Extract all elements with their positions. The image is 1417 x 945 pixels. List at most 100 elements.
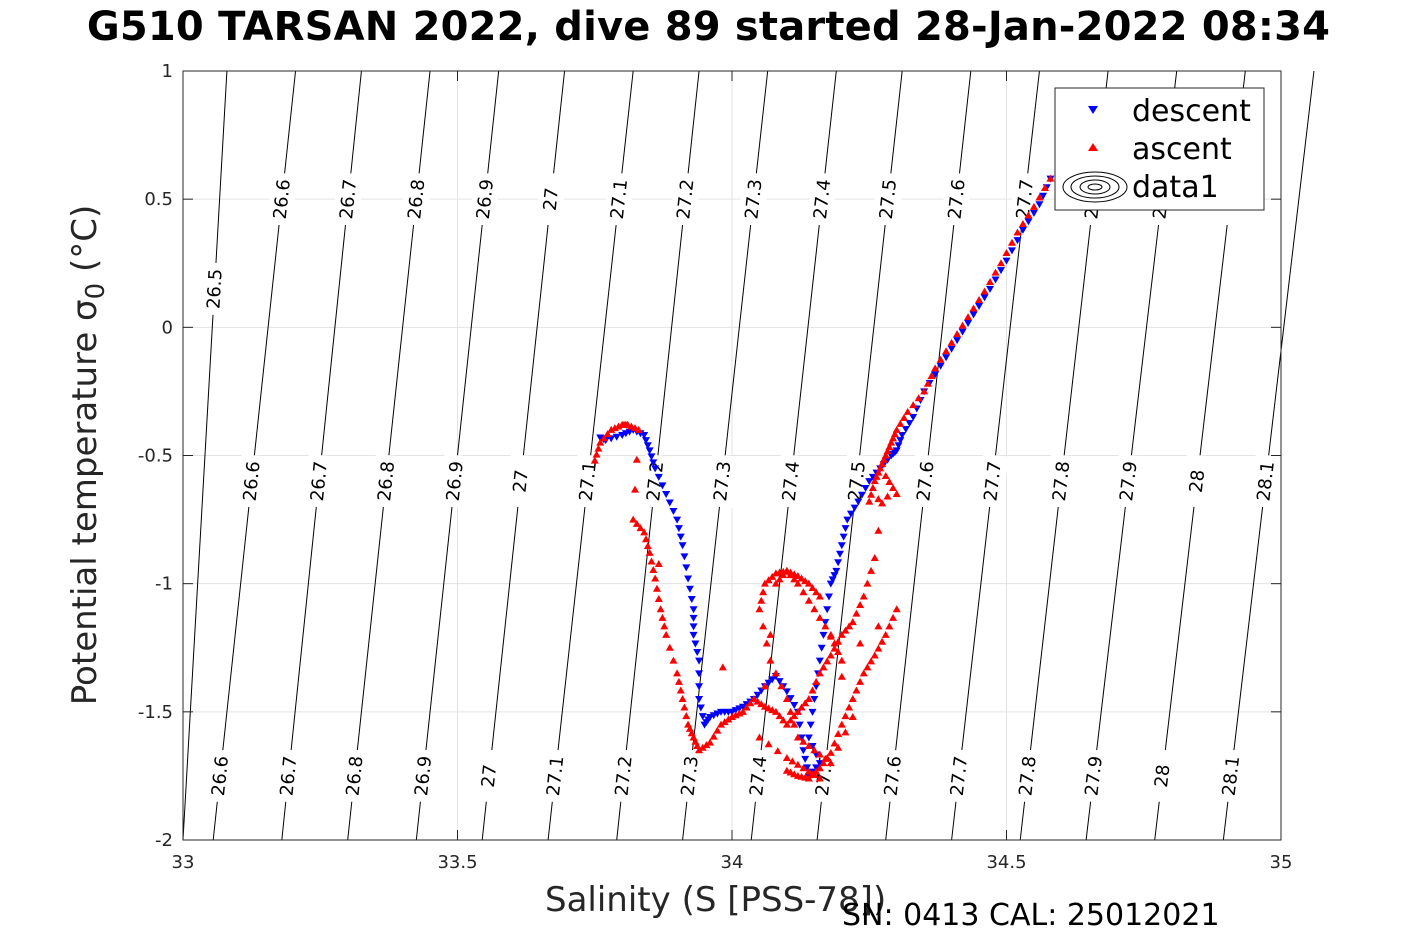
descent-marker	[834, 559, 843, 567]
descent-marker	[975, 302, 984, 310]
isopycnal-label-bg	[607, 748, 640, 804]
ascent-marker	[651, 574, 660, 582]
descent-marker	[685, 585, 694, 593]
isopycnal-label-bg	[639, 453, 671, 509]
descent-marker	[804, 734, 813, 742]
ascent-marker	[867, 566, 876, 574]
ascent-marker	[958, 321, 967, 329]
descent-marker	[649, 459, 658, 467]
isopycnal-label-bg	[706, 453, 739, 509]
isopycnal-label: 27.3	[741, 178, 766, 220]
ascent-marker	[669, 656, 678, 664]
descent-marker	[815, 760, 824, 768]
ascent-marker	[859, 669, 868, 677]
ascent-marker	[892, 489, 901, 497]
isopycnal-label-bg	[204, 748, 236, 804]
descent-marker	[991, 276, 1000, 284]
ascent-marker	[837, 672, 846, 680]
descent-marker	[645, 447, 654, 455]
isopycnal-label: 27.8	[1015, 755, 1040, 797]
ascent-marker	[786, 716, 795, 724]
ascent-marker	[874, 495, 883, 503]
descent-marker	[674, 525, 683, 533]
isopycnal-label-bg	[909, 453, 942, 509]
legend-descent-label: descent	[1132, 94, 1251, 129]
isopycnal-label-bg	[1077, 748, 1110, 804]
isopycnal-label: 26.7	[336, 178, 361, 220]
descent-marker	[986, 285, 995, 293]
ascent-marker	[874, 644, 883, 652]
y-tick-label: 0.5	[144, 189, 173, 210]
ascent-marker	[881, 472, 890, 480]
isopycnal-label-bg	[806, 171, 838, 227]
ascent-marker	[927, 372, 936, 380]
ascent-marker	[603, 430, 612, 438]
ascent-marker	[997, 259, 1006, 267]
ascent-marker	[693, 742, 702, 750]
descent-marker	[824, 593, 833, 601]
ascent-marker	[870, 477, 879, 485]
descent-marker	[1024, 218, 1033, 226]
ascent-marker	[709, 732, 718, 740]
ascent-marker	[680, 703, 689, 711]
isopycnal-label-bg	[1146, 748, 1179, 804]
ascent-marker	[804, 579, 813, 587]
ascent-marker	[964, 313, 973, 321]
legend: descent ascent data1	[1054, 87, 1265, 211]
ascent-marker	[856, 639, 865, 647]
descent-marker	[775, 678, 784, 686]
ascent-marker	[823, 657, 832, 665]
descent-marker	[964, 320, 973, 328]
isopycnal-label: 26.8	[342, 755, 367, 797]
isopycnal-label: 28.1	[1253, 460, 1279, 502]
descent-marker	[700, 721, 709, 729]
ascent-marker	[706, 738, 715, 746]
ascent-marker	[867, 490, 876, 498]
ascent-marker	[689, 733, 698, 741]
ascent-marker	[799, 764, 808, 772]
isopycnal-label-bg	[603, 171, 635, 227]
ascent-marker	[596, 438, 605, 446]
descent-marker	[698, 713, 707, 721]
ascent-marker	[845, 703, 854, 711]
ascent-marker	[815, 669, 824, 677]
descent-marker	[868, 473, 877, 481]
isopycnal-label-bg	[940, 171, 973, 227]
descent-marker	[808, 743, 817, 751]
ascent-marker	[852, 609, 861, 617]
descent-marker	[887, 452, 896, 460]
isopycnal-label: 26.8	[404, 178, 429, 220]
descent-marker	[1007, 247, 1016, 255]
descent-marker	[693, 649, 702, 657]
isopycnal-label-bg	[272, 748, 305, 804]
descent-marker	[841, 525, 850, 533]
ascent-marker	[834, 648, 843, 656]
descent-marker	[803, 764, 812, 772]
descent-marker	[901, 426, 910, 434]
ascent-marker	[812, 677, 821, 685]
ascent-marker	[909, 401, 918, 409]
ascent-marker	[757, 596, 766, 604]
ascent-marker	[903, 407, 912, 415]
ascent-marker	[1035, 193, 1044, 201]
y-axis-label: Potential temperature σ0 (°C)	[65, 204, 111, 706]
isopycnal-label-bg	[1112, 453, 1145, 509]
descent-marker	[846, 510, 855, 518]
ascent-marker	[762, 639, 771, 647]
ascent-marker	[718, 663, 727, 671]
descent-marker	[641, 437, 650, 445]
ascent-marker	[878, 637, 887, 645]
ascent-marker	[768, 572, 777, 580]
ascent-marker	[874, 526, 883, 534]
ascent-marker	[841, 728, 850, 736]
ascent-marker	[790, 712, 799, 720]
isopycnal-label: 27.6	[913, 460, 938, 502]
ascent-marker	[900, 413, 909, 421]
ascent-marker	[782, 695, 791, 703]
ascent-marker	[695, 746, 704, 754]
y-tick-label: 1	[162, 61, 173, 82]
ascent-marker	[859, 592, 868, 600]
isopycnal-label: 27.5	[876, 178, 901, 220]
ascent-marker	[759, 588, 768, 596]
ascent-marker	[810, 771, 819, 779]
